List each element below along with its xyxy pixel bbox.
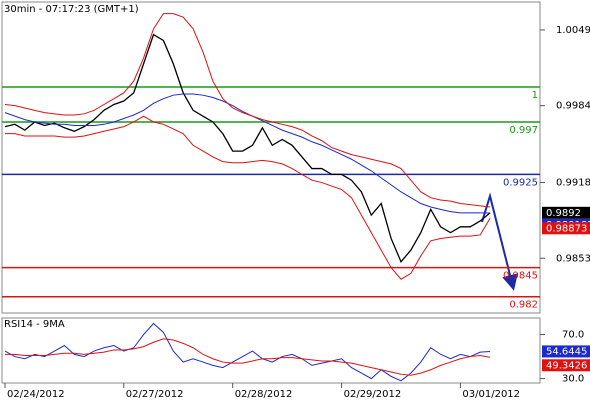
y-tick-label: 0.9984	[556, 101, 590, 112]
price-box	[542, 222, 590, 235]
level-label: 0.9845	[503, 271, 538, 282]
series-line	[5, 338, 491, 376]
x-tick-label: 02/27/2012	[126, 389, 184, 400]
series-line	[4, 93, 491, 214]
price-panel	[1, 1, 541, 314]
price-box-label: 54.6445	[546, 346, 587, 357]
x-tick-label: 03/01/2012	[462, 389, 520, 400]
series-line	[4, 13, 491, 208]
price-box-label: 0.9892	[546, 208, 581, 219]
price-box	[542, 345, 590, 358]
price-box-label: 49.3426	[546, 360, 587, 371]
price-box-label: 0.98873	[546, 223, 587, 234]
x-tick-label: 02/29/2012	[344, 389, 402, 400]
rsi-tick-label: 30.0	[562, 374, 584, 385]
series-line	[5, 115, 491, 280]
level-label: 0.9925	[503, 177, 538, 188]
rsi-title: RSI14 - 9MA	[4, 319, 65, 330]
x-tick-label: 02/28/2012	[235, 389, 293, 400]
y-tick-label: 1.0049	[556, 25, 590, 36]
level-label: 0.982	[509, 300, 538, 311]
rsi-tick-label: 70.0	[562, 330, 584, 341]
series-line	[4, 33, 491, 263]
price-box	[542, 359, 590, 372]
y-tick-label: 0.9853	[556, 253, 590, 264]
level-label: 0.997	[509, 125, 538, 136]
rsi-panel	[1, 317, 541, 384]
series-line	[4, 322, 491, 382]
price-box	[542, 206, 590, 219]
chart-title: 30min - 07:17:23 (GMT+1)	[4, 4, 139, 15]
y-tick-label: 0.9918	[556, 178, 590, 189]
x-tick-label: 02/24/2012	[7, 389, 65, 400]
level-label: 1	[532, 90, 538, 101]
